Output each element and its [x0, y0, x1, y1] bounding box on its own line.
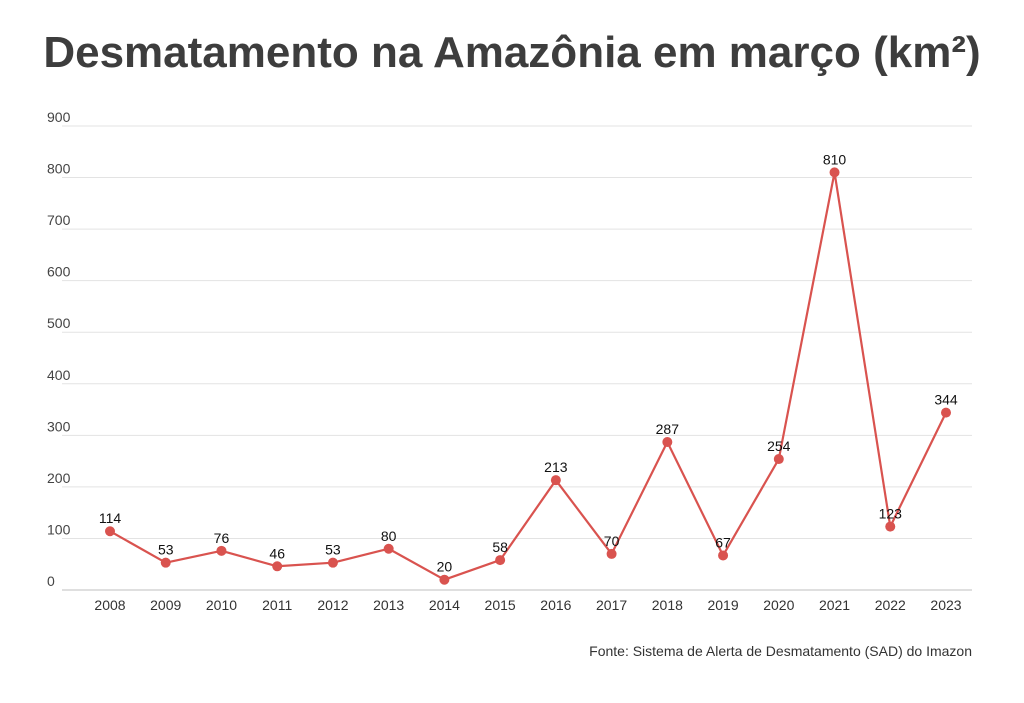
data-point — [662, 437, 673, 448]
x-tick-label: 2008 — [94, 597, 125, 613]
data-labels: 114 53 76 46 53 80 20 58 213 70 287 67 254 810 123 344 — [99, 151, 958, 574]
x-axis-tick-labels: 2008 2009 2010 2011 2012 2013 2014 2015 2016 2017… — [94, 597, 961, 613]
series-line — [109, 171, 947, 581]
x-tick-label: 2014 — [429, 597, 460, 613]
chart-title: Desmatamento na Amazônia em março (km²) — [43, 28, 981, 77]
data-point — [383, 543, 394, 554]
data-point — [327, 557, 338, 568]
x-tick-label: 2016 — [540, 597, 571, 613]
y-tick-label: 800 — [47, 161, 71, 177]
y-tick-label: 0 — [47, 573, 55, 589]
data-label: 20 — [437, 559, 453, 575]
x-tick-label: 2023 — [930, 597, 961, 613]
x-tick-label: 2020 — [763, 597, 794, 613]
x-tick-label: 2017 — [596, 597, 627, 613]
data-label: 53 — [158, 542, 174, 558]
y-tick-label: 100 — [47, 521, 71, 537]
data-label: 287 — [656, 421, 680, 437]
y-tick-label: 600 — [47, 264, 71, 280]
source-note: Fonte: Sistema de Alerta de Desmatamento… — [589, 643, 972, 659]
data-label: 254 — [767, 438, 791, 454]
data-label: 67 — [715, 534, 731, 550]
data-label: 53 — [325, 542, 341, 558]
data-point — [160, 557, 171, 568]
x-tick-label: 2011 — [262, 597, 292, 613]
data-label: 70 — [604, 533, 620, 549]
series-line-path — [109, 171, 947, 581]
data-label: 76 — [214, 530, 230, 546]
data-label: 344 — [934, 392, 958, 408]
data-point — [941, 407, 951, 418]
data-label: 123 — [879, 506, 903, 522]
data-label: 213 — [544, 459, 568, 475]
y-tick-label: 300 — [47, 418, 71, 434]
y-tick-label: 900 — [47, 109, 71, 125]
x-tick-label: 2021 — [819, 597, 850, 613]
data-label: 46 — [269, 545, 285, 561]
data-point — [885, 521, 896, 532]
y-tick-label: 400 — [47, 367, 71, 383]
x-tick-label: 2010 — [206, 597, 237, 613]
data-point — [550, 475, 561, 486]
x-tick-label: 2018 — [652, 597, 683, 613]
data-point — [718, 550, 729, 561]
x-tick-label: 2022 — [875, 597, 906, 613]
data-label: 58 — [492, 539, 508, 555]
data-point — [105, 526, 115, 537]
data-point — [606, 548, 617, 559]
y-tick-label: 700 — [47, 212, 71, 228]
gridlines — [62, 125, 972, 591]
y-tick-label: 200 — [47, 470, 71, 486]
x-tick-label: 2012 — [317, 597, 348, 613]
x-tick-label: 2013 — [373, 597, 404, 613]
y-axis-tick-labels: 0 100 200 300 400 500 600 700 800 900 — [47, 109, 71, 589]
x-tick-label: 2019 — [707, 597, 738, 613]
data-points — [105, 167, 951, 585]
data-point — [439, 574, 450, 585]
data-label: 114 — [99, 510, 122, 526]
data-point — [272, 561, 283, 572]
data-point — [829, 167, 840, 178]
x-tick-label: 2009 — [150, 597, 181, 613]
y-tick-label: 500 — [47, 315, 71, 331]
data-label: 810 — [823, 151, 847, 167]
data-point — [216, 545, 227, 556]
data-label: 80 — [381, 528, 397, 544]
data-point — [773, 454, 784, 465]
data-point — [495, 555, 506, 566]
x-tick-label: 2015 — [485, 597, 516, 613]
